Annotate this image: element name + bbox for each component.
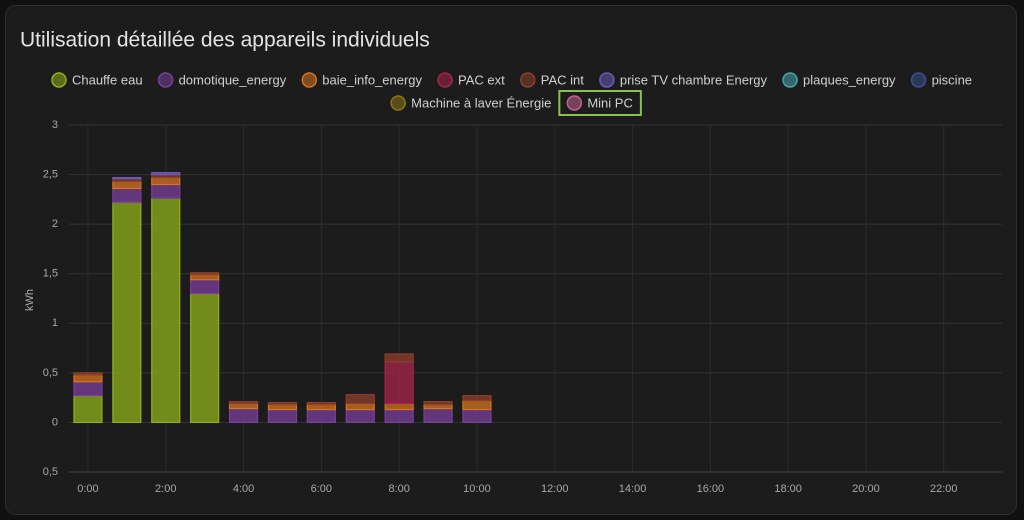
y-tick-label: 1 xyxy=(52,317,58,329)
y-tick-label: 0 xyxy=(52,416,58,428)
bar-segment xyxy=(462,408,492,424)
legend-item: Machine à laver Énergie xyxy=(390,95,551,111)
legend-swatch xyxy=(390,95,406,111)
legend-label: Chauffe eau xyxy=(72,72,143,87)
y-tick-label: 0,5 xyxy=(43,466,58,478)
bar-segment xyxy=(423,407,453,424)
bar-segment xyxy=(384,361,414,405)
bar-segment xyxy=(306,403,336,411)
legend-item: domotique_energy xyxy=(157,72,287,88)
legend-item: piscine xyxy=(910,72,972,88)
bar-segment xyxy=(384,408,414,424)
legend-item: PAC ext xyxy=(437,72,505,88)
bar-segment xyxy=(345,402,375,411)
bar-segment xyxy=(151,183,181,199)
bar-segment xyxy=(267,408,298,424)
bar-segment xyxy=(462,395,492,402)
bar-segment xyxy=(112,176,142,180)
y-tick-label: 2 xyxy=(52,218,58,230)
bar-segment xyxy=(345,408,375,424)
y-tick-label: 1,5 xyxy=(43,268,58,280)
legend-focus xyxy=(558,90,642,116)
bar-segment xyxy=(267,402,298,406)
bar-segment xyxy=(112,201,142,424)
legend-item: Mini PC xyxy=(566,95,633,111)
bar-segment xyxy=(306,408,336,424)
bar-segment xyxy=(384,353,414,363)
legend-swatch xyxy=(301,72,318,88)
legend-swatch xyxy=(437,72,453,88)
x-tick-label: 8:00 xyxy=(388,483,409,495)
legend-swatch xyxy=(51,72,67,88)
legend-item: PAC int xyxy=(520,72,584,88)
y-tick-label: 2,5 xyxy=(43,168,58,180)
bar-segment xyxy=(151,197,181,424)
bar-segment xyxy=(151,171,181,176)
bar-segment xyxy=(190,279,220,295)
x-tick-label: 16:00 xyxy=(697,483,725,495)
legend-label: PAC ext xyxy=(458,72,505,87)
x-tick-label: 10:00 xyxy=(463,483,491,495)
y-tick-label: 0,5 xyxy=(43,367,58,379)
bar-segment xyxy=(345,394,375,405)
bar-segment xyxy=(423,401,453,406)
bar-segment xyxy=(267,403,298,411)
legend-label: piscine xyxy=(932,72,972,87)
bar-segment xyxy=(73,374,103,383)
bar-segment xyxy=(462,400,492,411)
legend-label: PAC int xyxy=(541,72,584,87)
legend-label: Machine à laver Énergie xyxy=(411,95,551,110)
bar-segment xyxy=(190,272,220,276)
legend-swatch xyxy=(910,72,927,88)
bar-segment xyxy=(73,395,103,424)
legend-item: prise TV chambre Energy xyxy=(599,72,768,88)
x-tick-label: 20:00 xyxy=(852,483,880,495)
legend-swatch xyxy=(599,72,615,88)
legend-item: plaques_energy xyxy=(782,72,896,88)
bar-segment xyxy=(73,381,103,397)
legend-swatch xyxy=(566,95,583,111)
bar-segment xyxy=(384,402,414,411)
bar-segment xyxy=(306,402,336,406)
legend-label: domotique_energy xyxy=(179,72,287,87)
legend-label: Mini PC xyxy=(587,95,633,110)
y-tick-label: 3 xyxy=(52,119,58,131)
x-tick-label: 0:00 xyxy=(77,483,98,495)
x-tick-label: 22:00 xyxy=(930,483,958,495)
legend-swatch xyxy=(520,72,536,88)
bar-segment xyxy=(190,274,220,281)
x-tick-label: 6:00 xyxy=(311,483,332,495)
legend-label: plaques_energy xyxy=(803,72,896,87)
bar-segment xyxy=(190,292,220,424)
bar-segment xyxy=(151,176,181,186)
legend-swatch xyxy=(782,72,798,88)
bar-segment xyxy=(112,180,142,190)
legend-item: baie_info_energy xyxy=(301,72,423,88)
x-tick-label: 4:00 xyxy=(233,483,254,495)
legend-swatch xyxy=(157,72,174,88)
y-axis-label: kWh xyxy=(24,289,36,311)
x-tick-label: 18:00 xyxy=(774,483,802,495)
bar-segment xyxy=(112,187,142,203)
legend-item: Chauffe eau xyxy=(51,72,143,88)
card-title: Utilisation détaillée des appareils indi… xyxy=(20,29,430,52)
bar-segment xyxy=(228,401,259,405)
legend-label: baie_info_energy xyxy=(322,72,422,87)
x-tick-label: 14:00 xyxy=(619,483,647,495)
bar-segment xyxy=(228,407,259,424)
x-tick-label: 2:00 xyxy=(155,483,176,495)
bar-segment xyxy=(228,402,259,410)
legend-label: prise TV chambre Energy xyxy=(620,72,768,87)
card-background xyxy=(5,5,1017,515)
bar-segment xyxy=(73,372,103,376)
x-tick-label: 12:00 xyxy=(541,483,569,495)
